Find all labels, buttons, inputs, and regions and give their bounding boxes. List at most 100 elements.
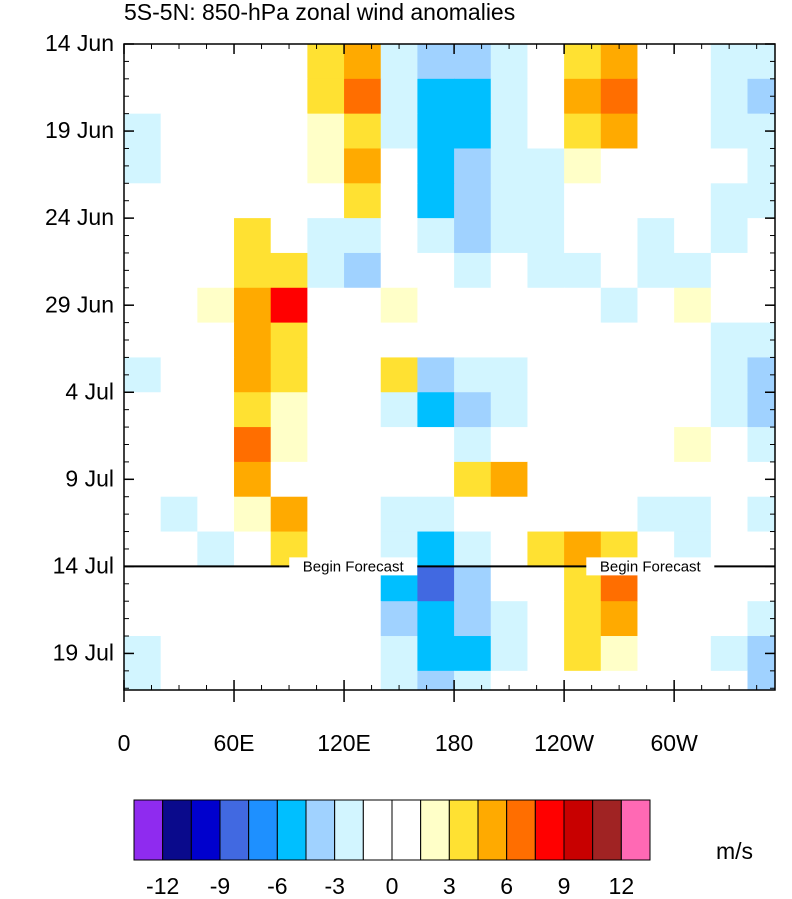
- cell: [454, 252, 492, 289]
- cell: [674, 636, 712, 672]
- cell: [564, 357, 602, 393]
- cell: [307, 670, 345, 690]
- cell: [637, 357, 675, 393]
- y-tick-label: 14 Jun: [45, 30, 114, 56]
- cell: [454, 78, 492, 115]
- cell: [417, 531, 455, 567]
- cell: [417, 427, 455, 463]
- cell: [564, 636, 602, 672]
- cell: [307, 357, 345, 393]
- cell: [234, 183, 272, 219]
- cell: [527, 322, 565, 358]
- cell: [270, 670, 308, 690]
- cell: [600, 427, 638, 463]
- cell: [307, 601, 345, 637]
- cell: [234, 287, 272, 324]
- colorbar-box: [305, 799, 336, 861]
- y-tick-label: 24 Jun: [45, 204, 114, 230]
- cell: [637, 427, 675, 463]
- y-tick-label: 9 Jul: [65, 465, 114, 491]
- annotation: Begin Forecast: [600, 558, 702, 575]
- cell: [674, 183, 712, 219]
- colorbar-tick-label: 6: [500, 873, 513, 899]
- y-tick-label: 29 Jun: [45, 291, 114, 317]
- cell: [710, 531, 748, 567]
- cell: [344, 183, 382, 219]
- cell: [197, 392, 235, 428]
- cell: [490, 427, 528, 463]
- colorbar-box: [563, 799, 594, 861]
- cell: [637, 44, 675, 80]
- cell: [674, 496, 712, 533]
- cell: [674, 670, 712, 690]
- cell: [710, 148, 748, 184]
- cell: [270, 183, 308, 219]
- cell: [417, 392, 455, 428]
- cell: [160, 218, 198, 254]
- cell: [490, 566, 528, 602]
- cell: [747, 357, 775, 393]
- cell: [747, 531, 775, 567]
- cell: [564, 183, 602, 219]
- cell: [160, 461, 198, 498]
- cell: [124, 496, 162, 533]
- cell: [160, 427, 198, 463]
- cell: [637, 636, 675, 672]
- cell: [234, 148, 272, 184]
- cell: [454, 636, 492, 672]
- cell: [124, 183, 162, 219]
- cell: [747, 322, 775, 358]
- cell: [710, 670, 748, 690]
- colorbar-tick-label: -9: [210, 873, 230, 899]
- cell: [710, 601, 748, 637]
- cell: [380, 392, 418, 428]
- cell: [160, 636, 198, 672]
- cell: [600, 113, 638, 149]
- cell: [527, 392, 565, 428]
- cell: [380, 218, 418, 254]
- cell: [197, 496, 235, 533]
- annotation-bg: [289, 557, 418, 576]
- cell: [454, 44, 492, 80]
- cell: [747, 601, 775, 637]
- cell: [527, 636, 565, 672]
- cell: [527, 218, 565, 254]
- colorbar-box: [592, 799, 622, 861]
- cell: [564, 148, 602, 184]
- cell: [710, 44, 748, 80]
- cell: [307, 461, 345, 498]
- colorbar-box: [620, 799, 651, 861]
- chart-title: 5S-5N: 850-hPa zonal wind anomalies: [124, 0, 515, 25]
- y-tick-label: 4 Jul: [65, 378, 114, 404]
- cell: [270, 461, 308, 498]
- cell: [454, 322, 492, 358]
- cell: [344, 322, 382, 358]
- cell: [564, 392, 602, 428]
- cell: [454, 218, 492, 254]
- cell: [637, 252, 675, 289]
- y-tick-label: 19 Jul: [53, 640, 114, 666]
- cell: [344, 636, 382, 672]
- cell: [234, 566, 272, 602]
- colorbar-box: [334, 799, 364, 861]
- cell: [490, 113, 528, 149]
- cell: [527, 531, 565, 567]
- cell: [307, 287, 345, 324]
- cell: [710, 252, 748, 289]
- cell: [160, 531, 198, 567]
- cell: [637, 496, 675, 533]
- cell: [124, 427, 162, 463]
- cell: [234, 461, 272, 498]
- x-tick-label: 120E: [317, 730, 371, 756]
- cell: [307, 252, 345, 289]
- cell: [747, 44, 775, 80]
- cell: [417, 636, 455, 672]
- cell: [234, 496, 272, 533]
- cell: [234, 44, 272, 80]
- cell: [564, 44, 602, 80]
- cell: [747, 496, 775, 533]
- cell: [490, 461, 528, 498]
- y-tick-label: 14 Jul: [53, 552, 114, 578]
- cell: [747, 427, 775, 463]
- cell: [234, 357, 272, 393]
